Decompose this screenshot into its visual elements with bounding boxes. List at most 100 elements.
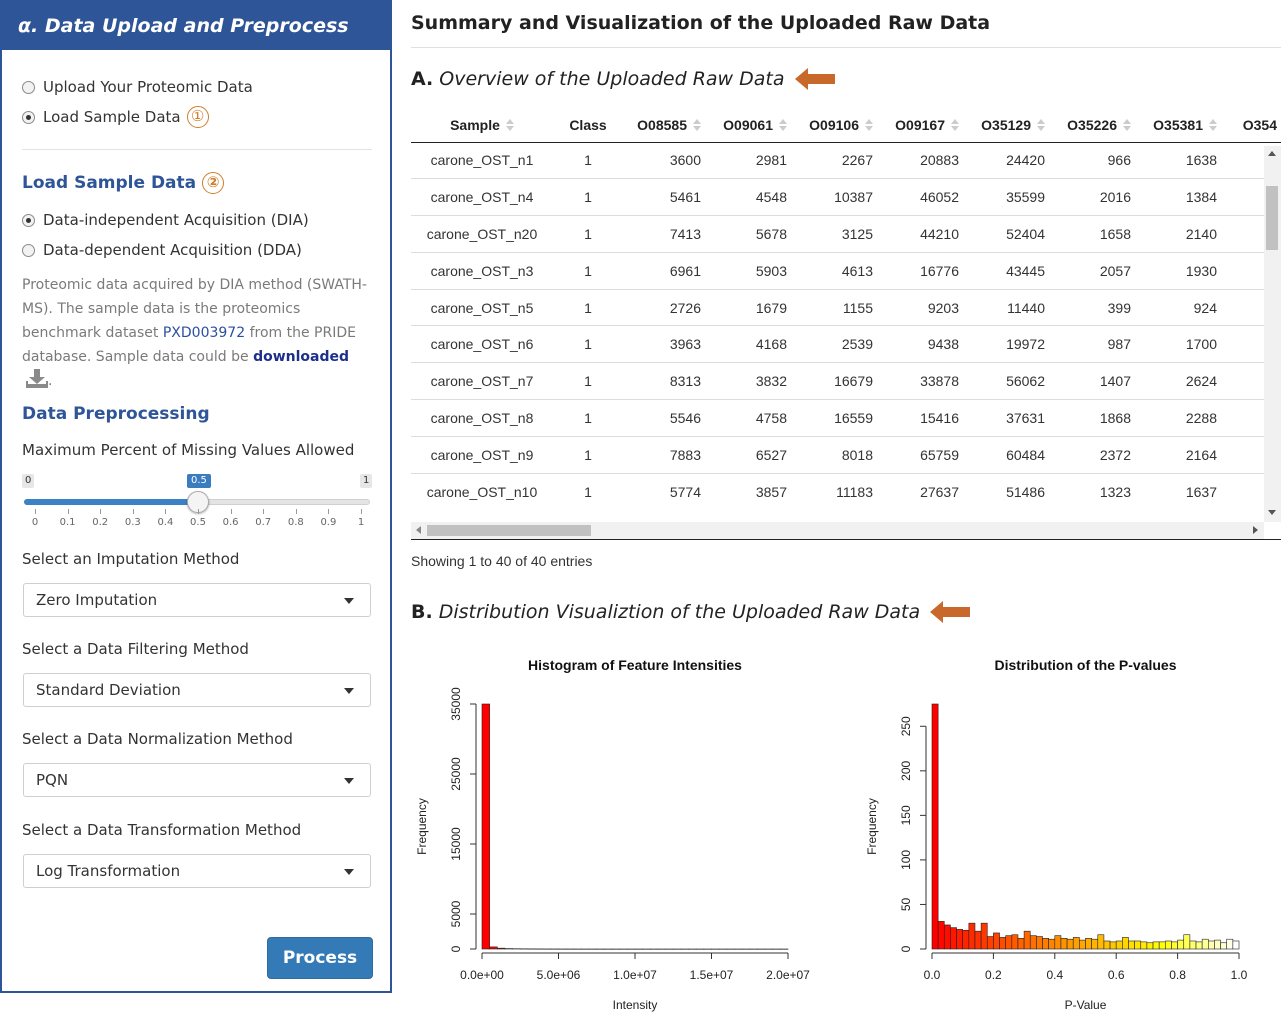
normalization-select[interactable]: PQN bbox=[23, 763, 371, 797]
histogram-bar bbox=[1177, 939, 1185, 950]
table-row[interactable]: carone_OST_n3 1 6961 5903 4613 16776 43445 2057… bbox=[411, 251, 1281, 290]
filtering-select[interactable]: Standard Deviation bbox=[23, 673, 371, 707]
download-link[interactable]: downloaded bbox=[253, 349, 350, 365]
column-header[interactable]: O354 bbox=[1225, 108, 1281, 143]
imputation-select[interactable]: Zero Imputation bbox=[23, 583, 371, 617]
table-row[interactable]: carone_OST_n7 1 8313 3832 16679 33878 56062 140… bbox=[411, 362, 1281, 400]
table-row[interactable]: carone_OST_n6 1 3963 4168 2539 9438 19972 987 17… bbox=[411, 325, 1281, 363]
table-cell: 6961 bbox=[623, 251, 709, 290]
slider-tick-label: 0.1 bbox=[59, 517, 76, 528]
radio-button-icon[interactable] bbox=[22, 243, 35, 257]
table-cell: 1 bbox=[553, 362, 623, 400]
table-cell: 2016 bbox=[1053, 178, 1139, 216]
slider-value: 0.5 bbox=[187, 474, 211, 488]
table-cell: 60484 bbox=[967, 435, 1053, 474]
sort-icon[interactable] bbox=[505, 118, 514, 131]
histogram-bar bbox=[1103, 940, 1111, 950]
histogram-bar bbox=[1054, 935, 1062, 950]
table-header-row: Sample Class O08585 O09061 O09106 O09167 O3512… bbox=[411, 108, 1281, 143]
table-cell: 5678 bbox=[709, 215, 795, 253]
table-cell: 1 bbox=[553, 215, 623, 253]
histogram-bar bbox=[1011, 934, 1019, 950]
scrollbar-thumb[interactable] bbox=[1266, 186, 1278, 250]
pride-dataset-link[interactable]: PXD003972 bbox=[162, 325, 246, 341]
column-header[interactable]: O09106 bbox=[795, 108, 881, 143]
table-cell: 2726 bbox=[623, 288, 709, 326]
section-title: Overview of the Uploaded Raw Data bbox=[439, 68, 785, 90]
sort-icon[interactable] bbox=[1037, 118, 1045, 131]
radio-dda[interactable]: Data-dependent Acquisition (DDA) bbox=[22, 239, 302, 261]
scroll-up-icon[interactable] bbox=[1268, 151, 1276, 156]
table-row[interactable]: carone_OST_n10 1 5774 3857 11183 27637 51486 13… bbox=[411, 472, 1281, 510]
column-header[interactable]: Sample bbox=[411, 108, 553, 143]
histogram-bar bbox=[489, 946, 498, 950]
histogram-bar bbox=[1158, 941, 1166, 950]
sort-icon[interactable] bbox=[693, 118, 701, 131]
step-marker-1: ① bbox=[186, 106, 209, 128]
scroll-left-icon[interactable] bbox=[416, 526, 421, 534]
histogram-pvalues-chart: Distribution of the P-values 0.0 0.2 0.4 0.6… bbox=[865, 657, 1248, 1012]
radio-load-sample[interactable]: Load Sample Data ① bbox=[22, 106, 209, 128]
table-cell: 3857 bbox=[709, 472, 795, 510]
table-cell: 2057 bbox=[1053, 251, 1139, 290]
radio-upload-data[interactable]: Upload Your Proteomic Data bbox=[22, 76, 253, 98]
sort-icon[interactable] bbox=[1209, 118, 1217, 131]
slider-tick bbox=[295, 509, 297, 514]
sort-icon[interactable] bbox=[779, 118, 787, 131]
table-cell: 399 bbox=[1053, 288, 1139, 326]
table-row[interactable]: carone_OST_n4 1 5461 4548 10387 46052 35599 201… bbox=[411, 178, 1281, 216]
step-marker-2: ② bbox=[202, 172, 225, 194]
histogram-bar bbox=[1128, 940, 1135, 950]
scrollbar-thumb[interactable] bbox=[427, 525, 591, 536]
slider-tick bbox=[263, 509, 265, 514]
table-cell: 924 bbox=[1139, 288, 1225, 326]
radio-button-selected-icon[interactable] bbox=[22, 213, 35, 227]
histogram-bar bbox=[497, 947, 506, 950]
column-header[interactable]: O09061 bbox=[709, 108, 795, 143]
scroll-down-icon[interactable] bbox=[1268, 510, 1276, 515]
histogram-bar bbox=[1220, 942, 1228, 950]
horizontal-scrollbar[interactable] bbox=[411, 522, 1264, 539]
table-cell: 16776 bbox=[881, 251, 967, 290]
table-row[interactable]: carone_OST_n8 1 5546 4758 16559 15416 37631 186… bbox=[411, 399, 1281, 437]
chevron-down-icon bbox=[344, 598, 354, 604]
table-cell: 51486 bbox=[967, 472, 1053, 510]
table-row[interactable]: carone_OST_n5 1 2726 1679 1155 9203 11440 399 92… bbox=[411, 288, 1281, 326]
table-row[interactable]: carone_OST_n9 1 7883 6527 8018 65759 60484 2372… bbox=[411, 435, 1281, 474]
table-cell: 987 bbox=[1053, 325, 1139, 363]
table-cell: 3832 bbox=[709, 362, 795, 400]
table-cell: 1 bbox=[553, 288, 623, 326]
column-header[interactable]: Class bbox=[553, 108, 623, 143]
table-cell: 1 bbox=[553, 251, 623, 290]
vertical-scrollbar[interactable] bbox=[1264, 146, 1281, 522]
radio-button-selected-icon[interactable] bbox=[22, 110, 35, 124]
sort-icon[interactable] bbox=[1123, 118, 1131, 131]
table-cell: 35599 bbox=[967, 178, 1053, 216]
scroll-right-icon[interactable] bbox=[1253, 526, 1258, 534]
column-header[interactable]: O09167 bbox=[881, 108, 967, 143]
section-letter: A. bbox=[411, 68, 434, 90]
process-button[interactable]: Process bbox=[267, 937, 373, 979]
column-header[interactable]: O35381 bbox=[1139, 108, 1225, 143]
histogram-bar bbox=[1091, 938, 1099, 950]
column-header[interactable]: O35129 bbox=[967, 108, 1053, 143]
slider-tick-label: 0.7 bbox=[255, 517, 272, 528]
radio-button-icon[interactable] bbox=[22, 80, 35, 94]
table-cell: 8018 bbox=[795, 435, 881, 474]
column-header[interactable]: O35226 bbox=[1053, 108, 1139, 143]
missing-values-slider[interactable]: 0 1 0.5 0 0.1 0.2 0.3 0.4 0.5 0.6 0.7 0.8 0.9 1 bbox=[22, 472, 374, 532]
radio-dia[interactable]: Data-independent Acquisition (DIA) bbox=[22, 209, 309, 231]
column-header[interactable]: O08585 bbox=[623, 108, 709, 143]
sort-icon[interactable] bbox=[951, 118, 959, 131]
table-row[interactable]: carone_OST_n1 1 3600 2981 2267 20883 24420 966 1… bbox=[411, 141, 1281, 179]
histogram-bar bbox=[1017, 938, 1025, 950]
table-row[interactable]: carone_OST_n20 1 7413 5678 3125 44210 52404 165… bbox=[411, 215, 1281, 253]
section-b-heading: B. Distribution Visualiztion of the Uplo… bbox=[411, 601, 971, 623]
transformation-select[interactable]: Log Transformation bbox=[23, 854, 371, 888]
histogram-bar bbox=[1042, 938, 1049, 950]
download-icon[interactable] bbox=[26, 369, 48, 389]
histogram-bar bbox=[1171, 941, 1178, 950]
x-tick-label: 2.0e+07 bbox=[766, 968, 810, 982]
sort-icon[interactable] bbox=[865, 118, 873, 131]
transformation-label: Select a Data Transformation Method bbox=[22, 821, 302, 839]
